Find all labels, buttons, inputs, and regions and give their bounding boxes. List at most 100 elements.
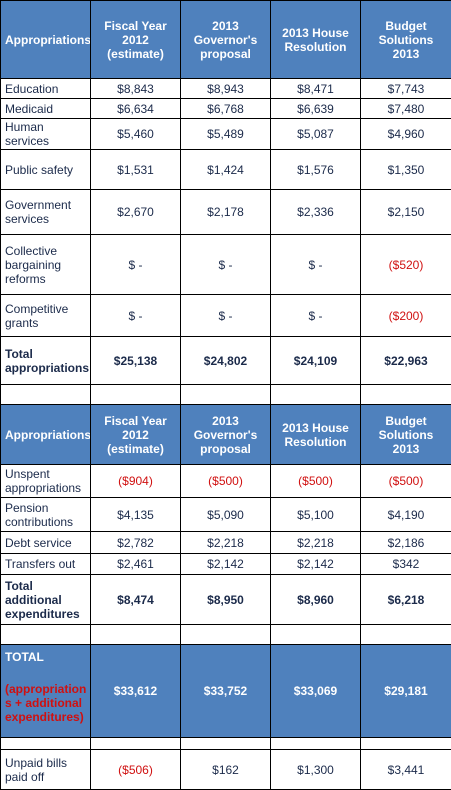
blank-cell bbox=[0, 384, 91, 405]
row-label: Pension contributions bbox=[0, 497, 91, 532]
row-label: Government services bbox=[0, 189, 91, 235]
value-cell: $24,802 bbox=[180, 336, 271, 385]
header-cell: 2013 House Resolution bbox=[270, 404, 361, 465]
value-cell: $7,480 bbox=[360, 98, 451, 119]
data-row: Total additional expenditures $8,474 $8,95… bbox=[0, 574, 451, 625]
row-label: Human services bbox=[0, 118, 91, 150]
value-cell: $2,461 bbox=[90, 553, 181, 575]
total-value: $33,612 bbox=[90, 644, 181, 738]
value-cell: ($200) bbox=[360, 294, 451, 337]
value-cell: $2,150 bbox=[360, 189, 451, 235]
blank-cell bbox=[0, 737, 91, 750]
row-label: Public safety bbox=[0, 149, 91, 190]
blank-cell bbox=[90, 384, 181, 405]
value-cell: $ - bbox=[90, 294, 181, 337]
value-cell: ($500) bbox=[180, 464, 271, 498]
value-cell: $1,576 bbox=[270, 149, 361, 190]
blank-row bbox=[0, 624, 451, 645]
value-cell: ($904) bbox=[90, 464, 181, 498]
value-cell: $2,782 bbox=[90, 531, 181, 554]
value-cell: $5,100 bbox=[270, 497, 361, 532]
value-cell: $2,336 bbox=[270, 189, 361, 235]
value-cell: ($520) bbox=[360, 234, 451, 295]
value-cell: $2,178 bbox=[180, 189, 271, 235]
value-cell: $4,135 bbox=[90, 497, 181, 532]
row-label: Debt service bbox=[0, 531, 91, 554]
total-sublabel: (appropriation s + additional expenditur… bbox=[5, 682, 87, 724]
value-cell: $5,489 bbox=[180, 118, 271, 150]
row-label: Transfers out bbox=[0, 553, 91, 575]
value-cell: $8,843 bbox=[90, 78, 181, 99]
value-cell: $1,350 bbox=[360, 149, 451, 190]
row-label: Unpaid bills paid off bbox=[0, 749, 91, 790]
total-row: TOTAL (appropriation s + additional expen… bbox=[0, 644, 451, 738]
header-cell: Fiscal Year 2012 (estimate) bbox=[90, 0, 181, 79]
value-cell: $8,950 bbox=[180, 574, 271, 625]
row-label: Unspent appropriations bbox=[0, 464, 91, 498]
value-cell: $6,634 bbox=[90, 98, 181, 119]
value-cell: $1,300 bbox=[270, 749, 361, 790]
row-label: Total appropriations bbox=[0, 336, 91, 385]
value-cell: $2,670 bbox=[90, 189, 181, 235]
value-cell: $ - bbox=[270, 294, 361, 337]
blank-cell bbox=[360, 384, 451, 405]
blank-cell bbox=[180, 624, 271, 645]
value-cell: $6,218 bbox=[360, 574, 451, 625]
header-cell: 2013 Governor's proposal bbox=[180, 404, 271, 465]
data-row: Education $8,843 $8,943 $8,471 $7,743 bbox=[0, 78, 451, 99]
data-row: Competitive grants $ - $ - $ - ($200) bbox=[0, 294, 451, 337]
value-cell: $7,743 bbox=[360, 78, 451, 99]
total-label-cell: TOTAL (appropriation s + additional expen… bbox=[0, 644, 91, 738]
value-cell: $ - bbox=[180, 234, 271, 295]
value-cell: $ - bbox=[270, 234, 361, 295]
total-label: TOTAL bbox=[5, 650, 44, 664]
value-cell: $4,960 bbox=[360, 118, 451, 150]
header-row: Appropriations Fiscal Year 2012 (estimate… bbox=[0, 404, 451, 465]
header-cell: 2013 House Resolution bbox=[270, 0, 361, 79]
value-cell: $5,460 bbox=[90, 118, 181, 150]
header-cell: Appropriations bbox=[0, 404, 91, 465]
value-cell: $8,960 bbox=[270, 574, 361, 625]
blank-cell bbox=[270, 384, 361, 405]
value-cell: $4,190 bbox=[360, 497, 451, 532]
value-cell: $2,186 bbox=[360, 531, 451, 554]
blank-cell bbox=[90, 624, 181, 645]
value-cell: $8,471 bbox=[270, 78, 361, 99]
blank-cell bbox=[360, 737, 451, 750]
row-label: Medicaid bbox=[0, 98, 91, 119]
data-row: Transfers out $2,461 $2,142 $2,142 $342 bbox=[0, 553, 451, 575]
row-label: Competitive grants bbox=[0, 294, 91, 337]
data-row: Human services $5,460 $5,489 $5,087 $4,960 bbox=[0, 118, 451, 150]
blank-cell bbox=[180, 737, 271, 750]
value-cell: $2,218 bbox=[180, 531, 271, 554]
value-cell: $162 bbox=[180, 749, 271, 790]
value-cell: $2,142 bbox=[270, 553, 361, 575]
blank-cell bbox=[180, 384, 271, 405]
value-cell: $342 bbox=[360, 553, 451, 575]
data-row: Public safety $1,531 $1,424 $1,576 $1,350 bbox=[0, 149, 451, 190]
row-label: Collective bargaining reforms bbox=[0, 234, 91, 295]
data-row: Unspent appropriations ($904) ($500) ($500)… bbox=[0, 464, 451, 498]
value-cell: $1,531 bbox=[90, 149, 181, 190]
header-row: Appropriations Fiscal Year 2012 (estimate… bbox=[0, 0, 451, 79]
row-label: Total additional expenditures bbox=[0, 574, 91, 625]
blank-cell bbox=[0, 624, 91, 645]
data-row: Total appropriations $25,138 $24,802 $24,10… bbox=[0, 336, 451, 385]
value-cell: $5,090 bbox=[180, 497, 271, 532]
value-cell: $3,441 bbox=[360, 749, 451, 790]
value-cell: $8,943 bbox=[180, 78, 271, 99]
value-cell: $2,218 bbox=[270, 531, 361, 554]
data-row: Pension contributions $4,135 $5,090 $5,100 $… bbox=[0, 497, 451, 532]
blank-row bbox=[0, 384, 451, 405]
blank-cell bbox=[270, 737, 361, 750]
value-cell: ($506) bbox=[90, 749, 181, 790]
header-cell: Appropriations bbox=[0, 0, 91, 79]
blank-cell bbox=[360, 624, 451, 645]
data-row: Government services $2,670 $2,178 $2,336 $2,… bbox=[0, 189, 451, 235]
header-cell: Budget Solutions 2013 bbox=[360, 0, 451, 79]
value-cell: $1,424 bbox=[180, 149, 271, 190]
data-row: Medicaid $6,634 $6,768 $6,639 $7,480 bbox=[0, 98, 451, 119]
header-cell: 2013 Governor's proposal bbox=[180, 0, 271, 79]
